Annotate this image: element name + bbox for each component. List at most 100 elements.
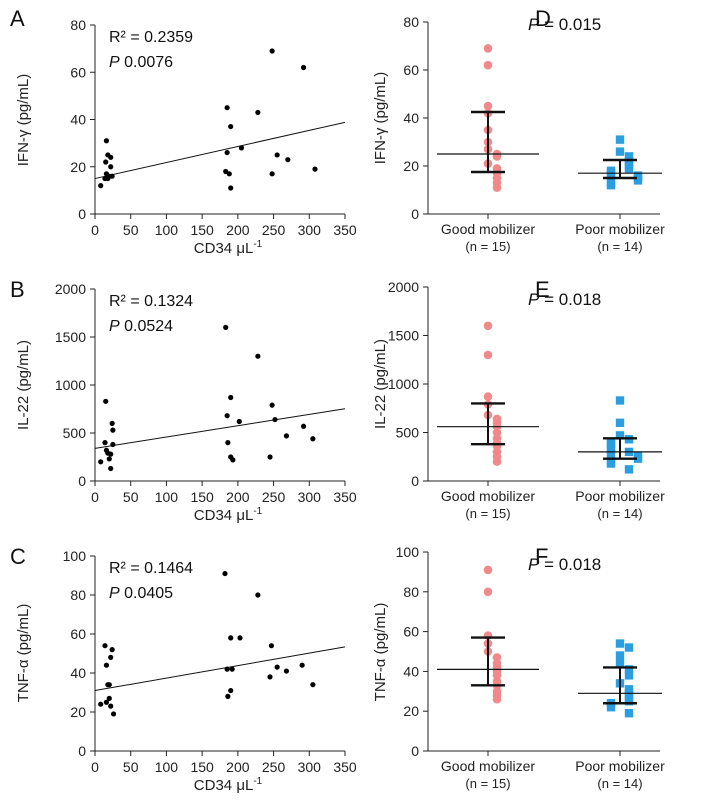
y-tick-label: 0	[411, 206, 419, 222]
scatter-point	[272, 416, 278, 423]
scatter-point	[300, 64, 307, 71]
data-point	[615, 418, 625, 427]
p-value-title: P = 0.015	[528, 15, 601, 34]
scatter-point	[228, 687, 234, 694]
x-tick-label: 50	[123, 222, 139, 238]
scatter-point	[283, 668, 290, 674]
scatter-point	[229, 666, 235, 672]
data-point	[606, 444, 616, 454]
y-tick-label: 0	[411, 473, 419, 489]
scatter-point	[268, 643, 275, 649]
x-tick-label: 50	[123, 489, 139, 505]
y-tick-label: 20	[403, 703, 419, 719]
y-tick-label: 20	[403, 158, 419, 174]
data-point	[624, 152, 634, 161]
data-point	[624, 665, 634, 674]
data-point	[615, 651, 625, 660]
y-tick-label: 1500	[55, 329, 86, 345]
scatter-point	[269, 48, 275, 54]
scatter-point	[274, 664, 280, 670]
x-tick-label: 300	[298, 759, 322, 775]
p-symbol: P	[109, 318, 120, 335]
category-n-label: (n = 14)	[597, 506, 642, 521]
y-tick-label: 1000	[388, 376, 419, 392]
scatter-point	[285, 157, 291, 163]
y-tick-label: 40	[403, 110, 419, 126]
data-point	[483, 587, 493, 597]
category-label: Poor mobilizer	[575, 758, 665, 774]
y-tick-label: 80	[403, 14, 419, 30]
x-tick-label: 0	[91, 759, 99, 775]
x-tick-label: 300	[298, 222, 322, 238]
data-point	[615, 659, 625, 668]
y-tick-label: 1500	[388, 328, 419, 344]
x-tick-label: 300	[298, 489, 322, 505]
panel-c: C 0 20 40 60 80 100 TNF-α (pg/mL) 0 50 100 150 200 25…	[10, 544, 357, 794]
r-squared-label: R² = 0.1464	[109, 560, 193, 577]
x-tick-label: 100	[155, 759, 179, 775]
scatter-point	[255, 592, 261, 598]
y-tick-label: 80	[403, 584, 419, 600]
scatter-point	[310, 436, 316, 442]
data-point	[624, 697, 634, 706]
y-tick-label: 60	[403, 624, 419, 640]
scatter-point	[108, 451, 114, 457]
scatter-point	[224, 149, 230, 156]
data-point	[606, 181, 616, 190]
data-point	[483, 101, 493, 111]
data-point	[492, 694, 502, 704]
y-tick-label: 0	[78, 743, 86, 759]
scatter-point	[226, 171, 232, 177]
scatter-point	[312, 166, 318, 172]
y-axis-label: TNF-α (pg/mL)	[372, 603, 389, 702]
scatter-point	[274, 152, 280, 158]
data-point	[492, 671, 502, 680]
p-symbol: P	[109, 54, 120, 71]
regression-line	[94, 408, 346, 449]
p-value: = 0.015	[539, 15, 601, 34]
p-value: 0.0405	[120, 585, 173, 602]
scatter-point	[98, 459, 104, 465]
y-tick-label: 2000	[55, 281, 86, 297]
scatter-point	[98, 701, 104, 707]
p-symbol: P	[528, 15, 540, 34]
scatter-point	[102, 440, 108, 446]
scatter-point	[108, 703, 114, 709]
scatter-point	[106, 456, 112, 462]
y-axis-label: IFN-γ (pg/mL)	[372, 72, 389, 165]
data-point	[615, 639, 625, 648]
scatter-point	[224, 105, 230, 111]
good-mobilizer-group: Good mobilizer (n = 15)	[437, 321, 539, 521]
panel-letter: E	[535, 277, 550, 302]
scatter-point	[267, 454, 273, 460]
x-tick-label: 150	[190, 759, 214, 775]
y-tick-label: 20	[70, 704, 86, 720]
scatter-point	[109, 647, 115, 653]
panel-letter: F	[535, 544, 548, 569]
panel-letter: A	[10, 6, 25, 31]
data-point	[615, 396, 625, 405]
x-tick-label: 350	[333, 759, 357, 775]
data-point	[606, 439, 616, 449]
scatter-point	[109, 420, 115, 426]
scatter-point	[224, 666, 230, 672]
scatter-point	[230, 457, 236, 463]
x-tick-label: 50	[123, 759, 139, 775]
scatter-point	[106, 695, 112, 701]
y-tick-label: 60	[403, 62, 419, 78]
panel-letter: C	[10, 544, 26, 569]
scatter-point	[106, 682, 112, 688]
data-point	[483, 60, 493, 70]
x-axis-label-sup: -1	[253, 506, 262, 517]
scatter-point	[236, 418, 242, 425]
y-tick-label: 60	[70, 626, 86, 642]
scatter-point	[103, 159, 109, 165]
category-label: Good mobilizer	[441, 221, 535, 237]
panel-letter: B	[10, 277, 25, 302]
scatter-point	[269, 402, 275, 408]
p-value: 0.0524	[120, 318, 173, 335]
data-point	[492, 152, 502, 161]
scatter-point	[228, 185, 234, 191]
x-tick-label: 0	[91, 489, 99, 505]
